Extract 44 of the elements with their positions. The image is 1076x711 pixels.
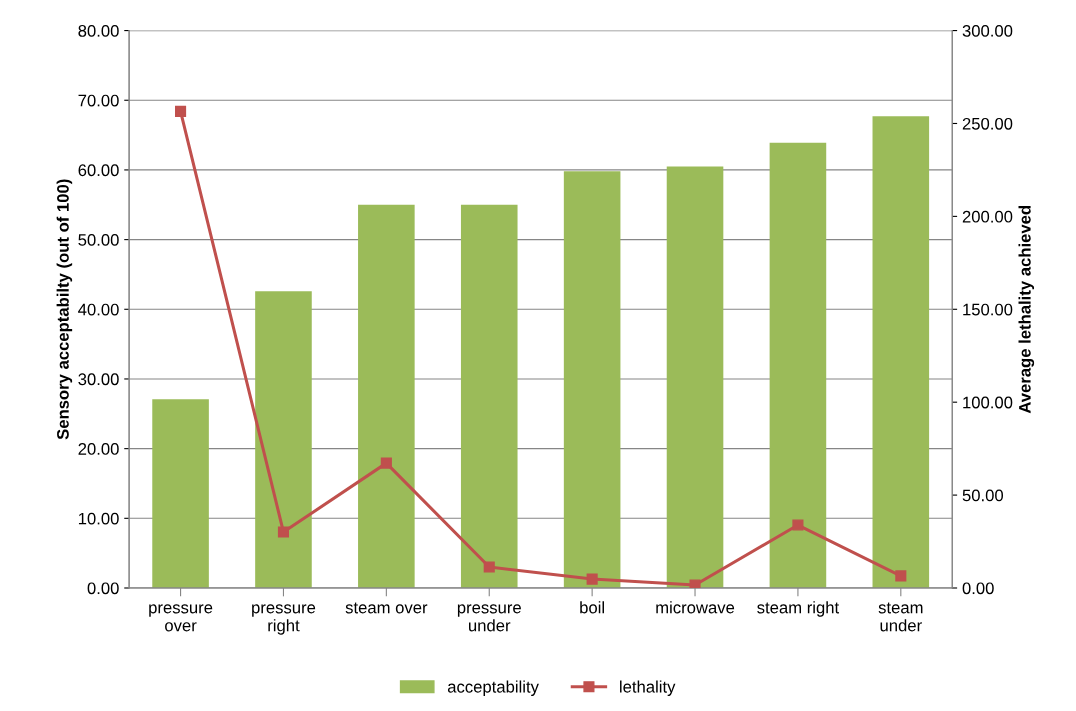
y-tick-label: 40.00 <box>78 303 119 316</box>
x-tick-label: steam right <box>757 601 840 617</box>
y2-tick-label: 250.00 <box>962 117 1013 130</box>
x-tick-label: pressure right <box>252 604 316 635</box>
bar <box>358 204 415 588</box>
y2-tick-label: 300.00 <box>962 24 1013 37</box>
y-tick-label: 0.00 <box>87 582 119 595</box>
y-tick-label: 30.00 <box>78 373 119 386</box>
y-axis-title: Sensory acceptabilty (out of 100) <box>56 179 73 440</box>
point <box>792 519 804 531</box>
point <box>895 570 907 582</box>
y-tick-label: 50.00 <box>78 234 119 246</box>
x-tick-label: steam under <box>878 602 923 632</box>
point <box>483 561 495 573</box>
y2-tick-label: 200.00 <box>962 210 1013 223</box>
y-tick-label: 10.00 <box>78 512 119 525</box>
legend-label: lethality <box>620 680 676 696</box>
legend-label: acceptability <box>447 680 539 696</box>
bar <box>666 166 724 588</box>
bar <box>460 204 518 588</box>
point <box>586 573 598 585</box>
point <box>689 579 701 588</box>
x-tick-label: pressure under <box>457 604 521 632</box>
y2-tick-label: 50.00 <box>962 489 1004 502</box>
point <box>277 526 290 538</box>
y-tick-label: 80.00 <box>78 24 119 37</box>
bar <box>255 291 312 588</box>
y2-axis-title: Average lethality achieved <box>1018 206 1035 414</box>
x-tick-label: pressure over <box>149 604 213 632</box>
y-tick-label: 20.00 <box>78 443 119 455</box>
y-tick-label: 70.00 <box>78 94 119 107</box>
bar <box>563 171 621 588</box>
y2-tick-label: 100.00 <box>963 396 1013 409</box>
x-tick-label: steam over <box>345 602 428 614</box>
x-tick-label: boil <box>580 601 604 614</box>
y2-tick-label: 150.00 <box>963 303 1013 316</box>
point <box>380 457 392 469</box>
y-tick-label: 60.00 <box>78 164 119 177</box>
point <box>175 105 187 117</box>
bar <box>152 399 209 588</box>
x-tick-label: microwave <box>656 601 735 614</box>
bar <box>872 116 930 588</box>
y2-tick-label: 0.00 <box>962 582 994 595</box>
bar <box>769 142 827 588</box>
